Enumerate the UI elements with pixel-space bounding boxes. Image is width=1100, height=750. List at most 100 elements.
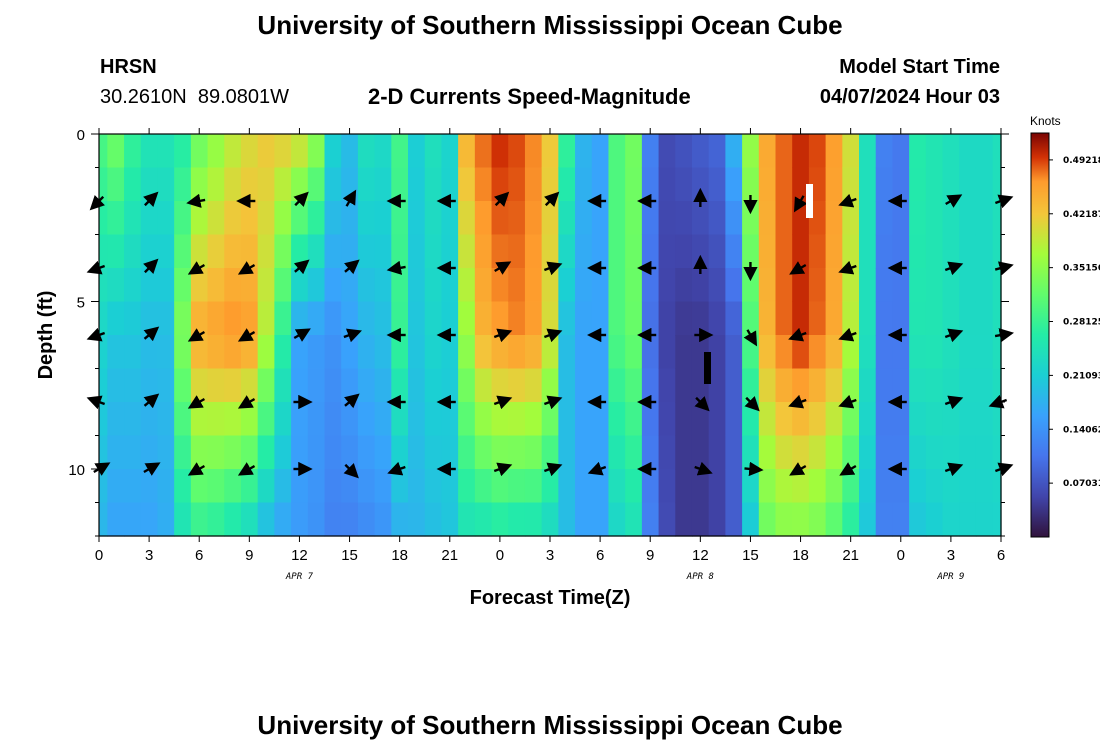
heat-cell — [725, 134, 743, 169]
heat-cell — [174, 201, 192, 236]
heat-cell — [808, 167, 827, 202]
heat-cell — [925, 134, 944, 169]
heat-cell — [992, 335, 1002, 370]
heat-cell — [474, 167, 493, 202]
heat-cell — [859, 335, 877, 370]
heat-cell — [808, 234, 827, 269]
heat-cell — [524, 335, 543, 370]
heat-cell — [357, 167, 376, 202]
heat-cell — [374, 368, 392, 403]
heat-cell — [909, 301, 927, 336]
heat-cell — [558, 435, 576, 470]
heat-cell — [291, 469, 309, 504]
heat-cell — [140, 301, 159, 336]
heat-cell — [524, 368, 543, 403]
heat-cell — [99, 268, 108, 303]
heat-cell — [708, 402, 726, 437]
heat-cell — [608, 301, 626, 336]
current-arrow — [237, 261, 256, 275]
heat-cell — [307, 368, 326, 403]
heat-cell — [708, 435, 726, 470]
heat-cell — [675, 469, 693, 504]
heat-cell — [491, 469, 509, 504]
heat-cell — [291, 268, 309, 303]
heat-cell — [725, 234, 743, 269]
heat-cell — [291, 201, 309, 236]
heat-cell — [441, 469, 459, 504]
heat-cell — [808, 368, 827, 403]
y-tick-label: 0 — [77, 127, 85, 144]
heat-cell — [942, 234, 960, 269]
heat-cell — [124, 301, 142, 336]
heat-cell — [274, 134, 292, 169]
heat-cell — [474, 435, 493, 470]
heat-cell — [992, 268, 1002, 303]
heat-cell — [925, 502, 944, 537]
heat-cell — [625, 134, 643, 169]
heat-cell — [107, 134, 125, 169]
heat-cell — [240, 402, 259, 437]
heat-cell — [842, 335, 860, 370]
heat-cell — [274, 234, 292, 269]
heat-cell — [641, 268, 660, 303]
heat-cell — [291, 435, 309, 470]
heat-cell — [725, 268, 743, 303]
heat-cell — [859, 301, 877, 336]
heat-cell — [140, 368, 159, 403]
heat-cell — [190, 167, 209, 202]
heat-cell — [575, 134, 593, 169]
heat-cell — [174, 435, 192, 470]
heat-cell — [291, 234, 309, 269]
heat-cell — [524, 435, 543, 470]
heat-cell — [575, 368, 593, 403]
heat-cell — [909, 167, 927, 202]
heat-cell — [708, 469, 726, 504]
heat-cell — [424, 502, 443, 537]
heat-cell — [758, 301, 777, 336]
heat-cell — [458, 502, 476, 537]
x-tick-label: 6 — [195, 547, 203, 564]
heat-cell — [792, 469, 810, 504]
heat-cell — [240, 268, 259, 303]
heat-cell — [992, 402, 1002, 437]
heat-cell — [508, 134, 526, 169]
heat-cell — [341, 201, 359, 236]
heat-cell — [892, 234, 910, 269]
heat-cell — [942, 301, 960, 336]
current-arrow — [143, 462, 161, 476]
heat-cell — [859, 268, 877, 303]
heat-cell — [758, 234, 777, 269]
current-arrow — [838, 260, 857, 275]
heat-cell — [591, 402, 610, 437]
heat-cell — [959, 301, 977, 336]
heat-cell — [257, 234, 275, 269]
heat-cell — [558, 134, 576, 169]
current-vectors — [86, 187, 1014, 479]
heat-cell — [240, 335, 259, 370]
heat-cell — [224, 134, 242, 169]
heat-cell — [408, 201, 426, 236]
heat-cell — [157, 502, 175, 537]
heat-cell — [474, 201, 493, 236]
heat-cell — [491, 368, 509, 403]
heat-cell — [107, 167, 125, 202]
heat-cell — [859, 368, 877, 403]
heat-cell — [341, 502, 359, 537]
heat-cell — [942, 402, 960, 437]
heat-cell — [675, 368, 693, 403]
heat-cell — [174, 402, 192, 437]
heat-cell — [224, 268, 242, 303]
heat-cell — [240, 435, 259, 470]
heat-cell — [224, 335, 242, 370]
heat-cell — [124, 335, 142, 370]
heat-cell — [190, 134, 209, 169]
x-tick-label: 9 — [646, 547, 654, 564]
current-arrow — [343, 463, 359, 479]
heat-cell — [424, 301, 443, 336]
heat-cell — [875, 134, 894, 169]
heat-cell — [608, 502, 626, 537]
heat-cell — [107, 402, 125, 437]
heat-cell — [691, 402, 710, 437]
heat-cell — [124, 435, 142, 470]
heat-cell — [441, 402, 459, 437]
